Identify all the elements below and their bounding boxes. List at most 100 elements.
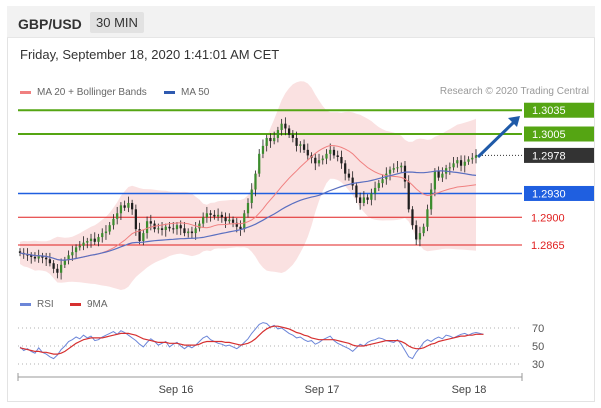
candle-body <box>329 149 332 154</box>
candle-body <box>302 144 306 150</box>
candle-body <box>216 214 220 217</box>
timeframe-badge[interactable]: 30 MIN <box>90 12 144 33</box>
candle-body <box>119 205 123 214</box>
legend-9ma: 9MA <box>70 299 108 310</box>
candle-body <box>422 226 425 234</box>
candle-body <box>299 144 302 146</box>
candle-body <box>325 153 328 159</box>
candle-body <box>261 145 265 154</box>
candle-body <box>377 183 380 188</box>
candle-body <box>366 197 369 200</box>
rsi-tick-50: 50 <box>532 341 544 353</box>
candle-body <box>30 255 33 257</box>
candle-body <box>471 157 474 160</box>
candle-body <box>317 160 321 164</box>
candle-body <box>265 137 268 146</box>
candle-body <box>123 205 126 208</box>
candle-body <box>179 225 182 229</box>
level-box-1.2930 <box>524 185 594 201</box>
level-box-1.3035 <box>524 102 594 118</box>
level-label-1.2978: 1.2978 <box>532 150 566 162</box>
candle-body <box>407 181 410 210</box>
candle-body <box>373 187 377 194</box>
candle-body <box>400 165 403 168</box>
candle-body <box>433 171 437 190</box>
legend-ma50-label: MA 50 <box>181 87 210 98</box>
candle-body <box>183 228 186 234</box>
candle-body <box>138 229 141 242</box>
candle-body <box>127 202 130 208</box>
candle-body <box>86 241 89 243</box>
candle-body <box>134 209 137 230</box>
candle-body <box>381 179 384 184</box>
candle-body <box>194 228 197 234</box>
legend-swatch-rsi <box>20 303 31 306</box>
candle-body <box>430 189 433 210</box>
candle-body <box>388 169 392 174</box>
candle-body <box>26 254 29 256</box>
candle-body <box>89 238 93 242</box>
candle-body <box>411 209 414 226</box>
candle-body <box>213 214 216 217</box>
candle-body <box>168 226 171 229</box>
candle-body <box>101 233 104 238</box>
candle-body <box>258 153 261 174</box>
candle-body <box>392 168 395 170</box>
legend-swatch-blue <box>164 91 175 94</box>
candle-body <box>231 219 235 223</box>
candle-body <box>347 173 351 178</box>
candle-body <box>269 137 272 142</box>
level-label-1.3035: 1.3035 <box>532 105 566 117</box>
candle-body <box>441 173 444 178</box>
candle-body <box>198 223 201 229</box>
candle-body <box>448 167 451 169</box>
candle-body <box>71 252 74 256</box>
candle-body <box>362 197 365 203</box>
candle-body <box>295 137 298 146</box>
candle-body <box>205 213 209 218</box>
candle-body <box>220 214 223 218</box>
x-tick-label: Sep 16 <box>159 384 194 396</box>
candle-body <box>474 155 478 158</box>
candle-body <box>321 158 324 161</box>
candle-body <box>164 226 167 230</box>
candle-body <box>56 268 59 273</box>
candle-body <box>160 228 164 230</box>
candle-body <box>41 256 44 258</box>
candle-body <box>157 228 160 230</box>
candle-body <box>97 237 100 242</box>
level-label-1.2865: 1.2865 <box>531 240 565 252</box>
candle-body <box>243 213 246 230</box>
candle-body <box>235 222 238 227</box>
currency-pair: GBP/USD <box>18 16 82 32</box>
candle-body <box>456 160 459 164</box>
candle-body <box>355 185 358 198</box>
x-tick-label: Sep 17 <box>305 384 340 396</box>
rsi-tick-70: 70 <box>532 323 544 335</box>
candle-body <box>239 226 242 230</box>
candle-body <box>314 157 317 164</box>
rsi-tick-30: 30 <box>532 359 544 371</box>
candle-body <box>280 123 283 131</box>
candle-body <box>284 123 287 129</box>
rsi-ma-line <box>19 325 484 355</box>
candle-body <box>52 263 55 269</box>
candle-body <box>276 130 280 138</box>
candle-body <box>254 173 257 190</box>
forecast-arrow <box>476 120 516 159</box>
candle-body <box>59 264 63 273</box>
legend-ma20-bb: MA 20 + Bollinger Bands <box>20 87 147 98</box>
credit-text: Research © 2020 Trading Central <box>439 86 589 97</box>
candle-body <box>228 219 231 222</box>
ma50-line <box>19 170 477 261</box>
candle-body <box>332 149 336 156</box>
candle-body <box>467 159 470 162</box>
candle-body <box>415 225 418 240</box>
level-label-1.3005: 1.3005 <box>532 129 566 141</box>
candle-body <box>63 260 66 265</box>
candle-body <box>452 163 455 168</box>
legend-swatch-red <box>20 91 31 94</box>
candle-body <box>48 259 52 264</box>
level-box-1.2978 <box>524 147 594 163</box>
